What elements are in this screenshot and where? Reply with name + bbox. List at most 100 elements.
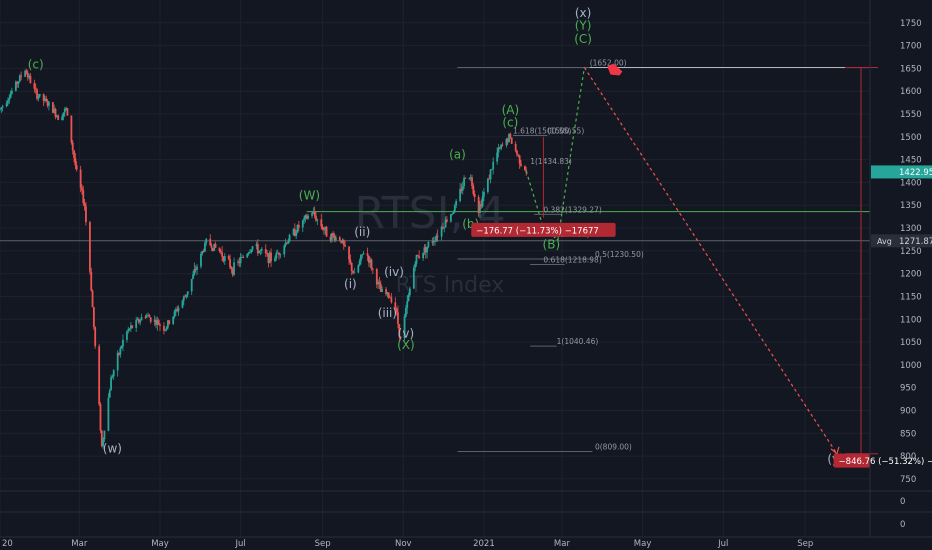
wave-label: (Y) [575, 19, 592, 33]
candle-body [516, 150, 518, 155]
candle-body [230, 267, 233, 270]
candle-body [233, 262, 235, 275]
candle-body [324, 226, 327, 230]
candle-body [414, 263, 417, 268]
candle-body [270, 252, 272, 262]
candle-body [415, 255, 418, 264]
candle-body [379, 284, 382, 292]
candle-body [489, 169, 492, 180]
candle-body [492, 161, 495, 170]
price-tick-label: 1550 [900, 110, 922, 120]
candle-body [163, 325, 165, 331]
candle-body [427, 241, 430, 247]
price-axis[interactable]: 7508008509009501000105011001150120012501… [869, 0, 932, 537]
candle-body [223, 256, 226, 262]
candle-body [436, 235, 439, 237]
candle-body [275, 252, 278, 259]
time-tick-label: 20 [2, 539, 13, 549]
candle-body [192, 274, 194, 279]
fib-label: (1652.00) [590, 58, 627, 67]
candle-body [127, 329, 130, 332]
candle-body [222, 256, 225, 262]
candle-body [483, 191, 485, 197]
candle-body [301, 220, 304, 228]
candle-body [460, 188, 463, 191]
candle-body [387, 292, 390, 298]
candle-body [358, 260, 361, 266]
candle-body [406, 300, 409, 309]
wave-label: (C) [574, 32, 592, 46]
candle-body [145, 315, 148, 318]
candle-body [57, 115, 60, 121]
candle-body [239, 257, 242, 264]
candle-body [330, 233, 333, 241]
candle-body [305, 215, 308, 219]
candle-body [490, 169, 493, 171]
candle-body [165, 327, 168, 330]
measure-tools[interactable]: −176.77 (−11.73%) −17677 −846.76 (−51.32%… [471, 66, 932, 468]
candle-body [74, 158, 77, 166]
candle-body [70, 115, 73, 143]
candle-body [325, 226, 328, 237]
wave-label: (v) [398, 326, 414, 340]
candle-body [89, 222, 91, 272]
candle-body [381, 289, 384, 292]
time-tick-label: Jul [235, 539, 246, 549]
time-axis[interactable]: 20 Mar May Jul Sep Nov 2021 Mar May Jul Sep [2, 539, 813, 549]
candle-body [196, 266, 198, 270]
candle-body [157, 320, 160, 325]
candle-body [500, 144, 503, 149]
candle-body [71, 142, 74, 151]
candle-body [469, 177, 472, 179]
candle-body [46, 101, 49, 106]
price-tick-label: 1300 [900, 224, 922, 234]
candle-body [98, 346, 101, 405]
candle-body [256, 244, 259, 254]
candle-body [54, 108, 57, 117]
candle-body [432, 241, 435, 243]
avg-label: Avg [877, 237, 892, 246]
candle-body [488, 178, 491, 180]
fib-label: (1500.55) [547, 126, 584, 135]
candle-body [517, 154, 520, 156]
candle-body [186, 291, 189, 295]
candle-body [110, 377, 112, 391]
candle-body [278, 252, 280, 255]
wave-label: (c) [28, 57, 44, 71]
candle-body [259, 250, 262, 252]
candle-body [26, 72, 29, 78]
candle-body [214, 243, 217, 248]
candle-body [431, 241, 434, 243]
candle-body [357, 265, 360, 273]
candle-body [279, 254, 282, 256]
candle-body [266, 253, 268, 254]
candle-body [155, 319, 157, 325]
candle-body [139, 320, 142, 323]
candle-body [426, 246, 428, 253]
candle-body [334, 237, 337, 241]
candle-body [25, 70, 28, 73]
price-tick-label: 1050 [900, 338, 922, 348]
fib-label: 0.5(1230.50) [595, 250, 644, 259]
candle-body [444, 219, 447, 228]
fib-levels: (1652.00) 1.618(1500.55)(1500.55) 1(1434.8… [457, 58, 644, 453]
candle-body [61, 116, 64, 121]
candle-body [209, 238, 212, 246]
wave-labels: (c)(w)(W)(i)(ii)(iii)(iv)(v)(X)(a)(b)(A)… [28, 6, 844, 466]
candle-body [51, 102, 54, 113]
candle-body [498, 147, 501, 149]
candle-body [509, 133, 512, 138]
candle-body [246, 254, 249, 258]
candle-body [242, 257, 245, 258]
last-price-value: 1422.95 [899, 168, 932, 178]
candle-body [201, 251, 204, 254]
candle-body [82, 190, 85, 204]
candle-body [107, 397, 110, 431]
candle-body [464, 177, 467, 179]
candle-body [29, 75, 32, 84]
candle-body [344, 244, 346, 247]
candle-body [66, 108, 69, 116]
candle-body [283, 245, 286, 255]
candle-body [5, 103, 8, 107]
